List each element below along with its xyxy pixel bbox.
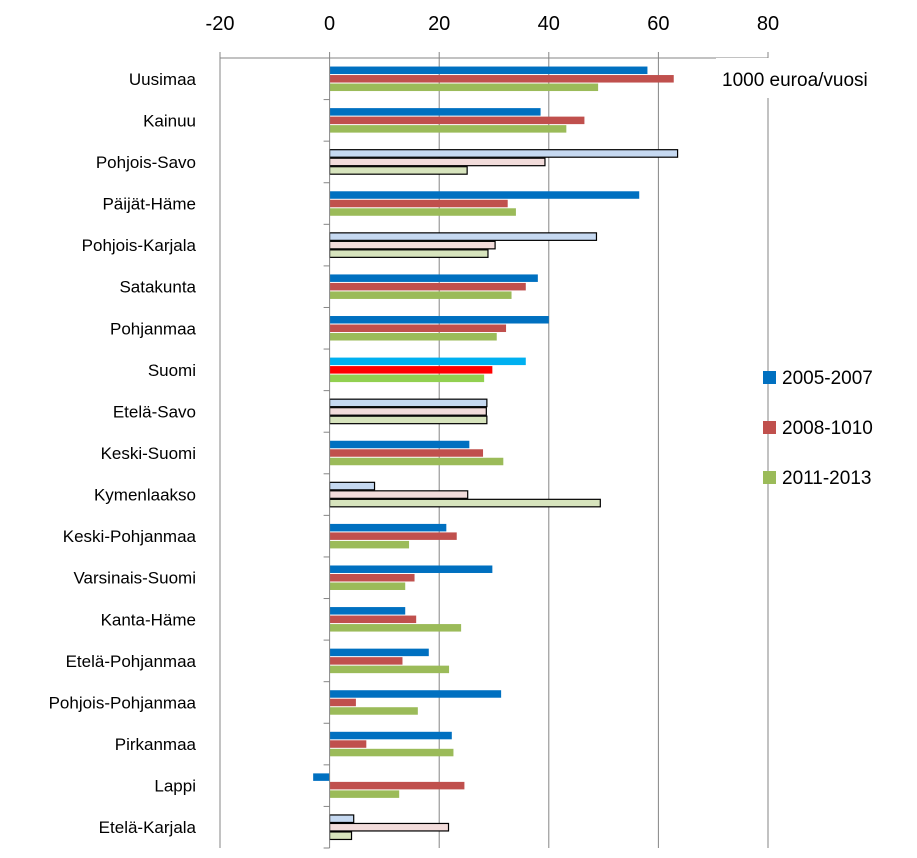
x-tick-label: 60 [647,13,669,35]
bar [329,582,406,590]
bar [329,731,452,740]
bar [329,208,516,216]
bars [313,57,679,849]
bar [329,232,598,241]
bar [329,282,526,291]
legend-label: 2008-1010 [782,418,873,439]
category-label: Päijät-Häme [102,195,196,214]
bar [329,698,356,707]
gridlines [219,52,769,848]
x-tick-label: 40 [538,13,560,35]
bar [329,565,493,573]
bar [329,333,497,341]
legend-label: 2011-2013 [782,468,871,489]
bar [329,407,487,416]
bar [329,457,504,466]
bar [329,374,485,383]
category-label: Pohjois-Savo [96,153,196,172]
bar [329,291,512,299]
legend-swatch [763,471,776,484]
bar [329,66,648,75]
bar [329,748,454,757]
bar [329,116,585,125]
bar [329,532,457,540]
bar [329,199,508,208]
bar [329,449,484,457]
category-label: Uusimaa [129,70,197,89]
bar [329,790,400,798]
bar [329,75,674,83]
category-label: Kymenlaakso [94,486,196,505]
category-label: Pohjanmaa [110,319,197,338]
category-label: Etelä-Karjala [99,818,197,837]
category-label: Kainuu [143,111,196,130]
bar [329,83,599,92]
category-label: Lappi [154,777,196,796]
bar [329,498,601,508]
category-label: Keski-Pohjanmaa [63,527,197,546]
bar [329,657,403,665]
bar [329,274,538,282]
bar [329,166,468,175]
category-label: Pohjois-Pohjanmaa [49,693,197,712]
bar [329,648,429,657]
bar [329,157,546,167]
bar [329,573,415,582]
category-label: Satakunta [119,278,196,297]
category-labels: Uusimaa Kainuu Pohjois-Savo Päijät-Häme Pohj… [49,70,197,837]
bar [329,490,469,499]
bar [329,624,462,632]
category-label: Kanta-Häme [101,610,196,629]
x-axis-ticks: -20 0 20 40 60 80 [206,13,780,35]
x-tick-label: 20 [428,13,450,35]
unit-label-background [716,58,916,98]
bar [329,125,567,133]
bar [329,607,406,615]
bar [329,540,410,549]
category-label: Pohjois-Karjala [82,236,197,255]
category-label: Varsinais-Suomi [73,569,196,588]
x-tick-label: -20 [206,13,235,35]
legend: 2005-2007 2008-1010 2011-2013 [763,368,873,489]
bar [329,149,679,158]
bar [329,740,367,748]
bar [329,316,549,324]
bar [329,822,450,832]
x-tick-label: 80 [757,13,779,35]
category-label: Pirkanmaa [115,735,197,754]
x-tick-label: 0 [324,13,335,35]
bar [329,415,488,425]
bar [329,324,507,333]
bar [329,240,496,250]
bar [329,690,502,698]
bar [329,523,447,532]
unit-label: 1000 euroa/vuosi [722,70,868,91]
bar [329,831,353,841]
bar [329,814,355,824]
legend-swatch [763,371,776,384]
bar [313,773,330,781]
bar [329,707,418,715]
legend-label: 2005-2007 [782,368,873,389]
category-label: Suomi [148,361,196,380]
bar [329,191,640,199]
bar [329,481,376,491]
bar [329,249,489,258]
category-label: Etelä-Savo [113,402,196,421]
bar [329,615,417,624]
bar [329,357,526,366]
bar [329,781,465,790]
bar [329,366,493,374]
category-label: Etelä-Pohjanmaa [66,652,197,671]
legend-swatch [763,421,776,434]
bar [329,398,488,408]
bar [329,665,450,674]
bar [329,108,541,116]
category-label: Keski-Suomi [101,444,196,463]
bar [329,440,470,449]
